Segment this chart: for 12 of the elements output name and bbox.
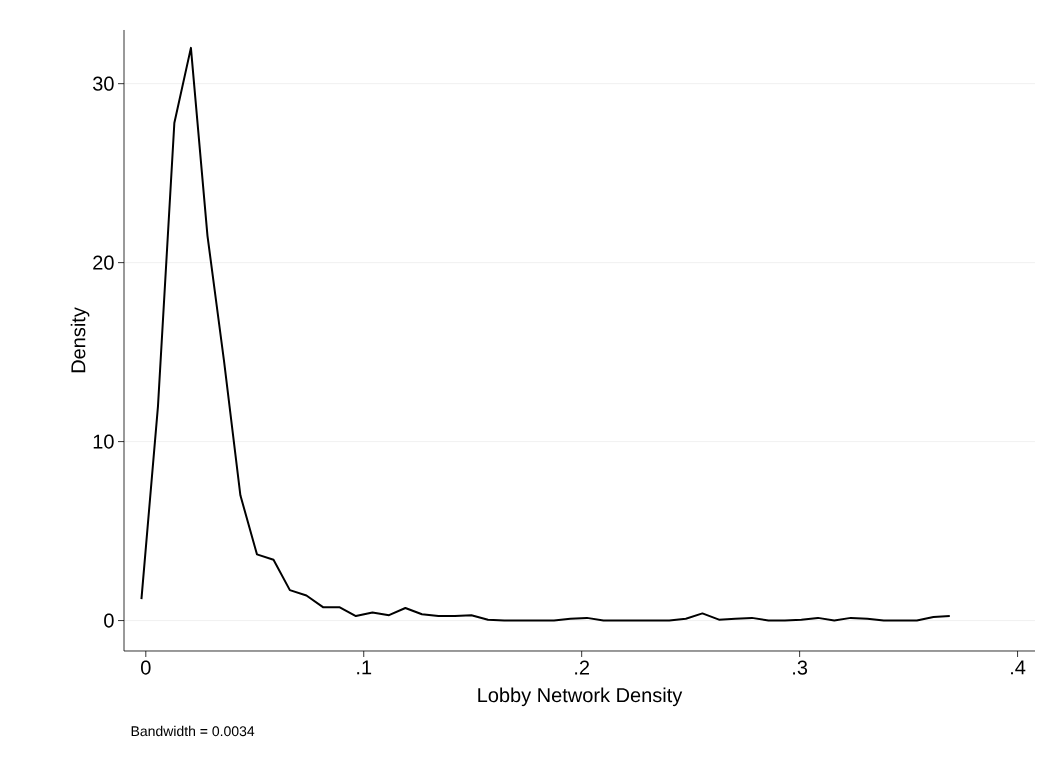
y-tick-label: 10 <box>93 434 114 449</box>
text: Bandwidth = 0.0034 <box>131 725 255 737</box>
x-axis-title: Lobby Network Density <box>478 687 683 707</box>
x-tick-label: .1 <box>357 660 372 675</box>
x-tick-label: .4 <box>1011 660 1026 675</box>
x-tick-label: 0 <box>141 660 151 675</box>
y-tick-label: 0 <box>104 613 114 628</box>
y-tick-label: 20 <box>93 255 114 270</box>
y-tick-label: 30 <box>92 76 114 91</box>
x-tick-label: .3 <box>793 660 808 675</box>
x-tick-label: .2 <box>575 660 590 675</box>
y-axis-title: Density <box>70 307 90 373</box>
